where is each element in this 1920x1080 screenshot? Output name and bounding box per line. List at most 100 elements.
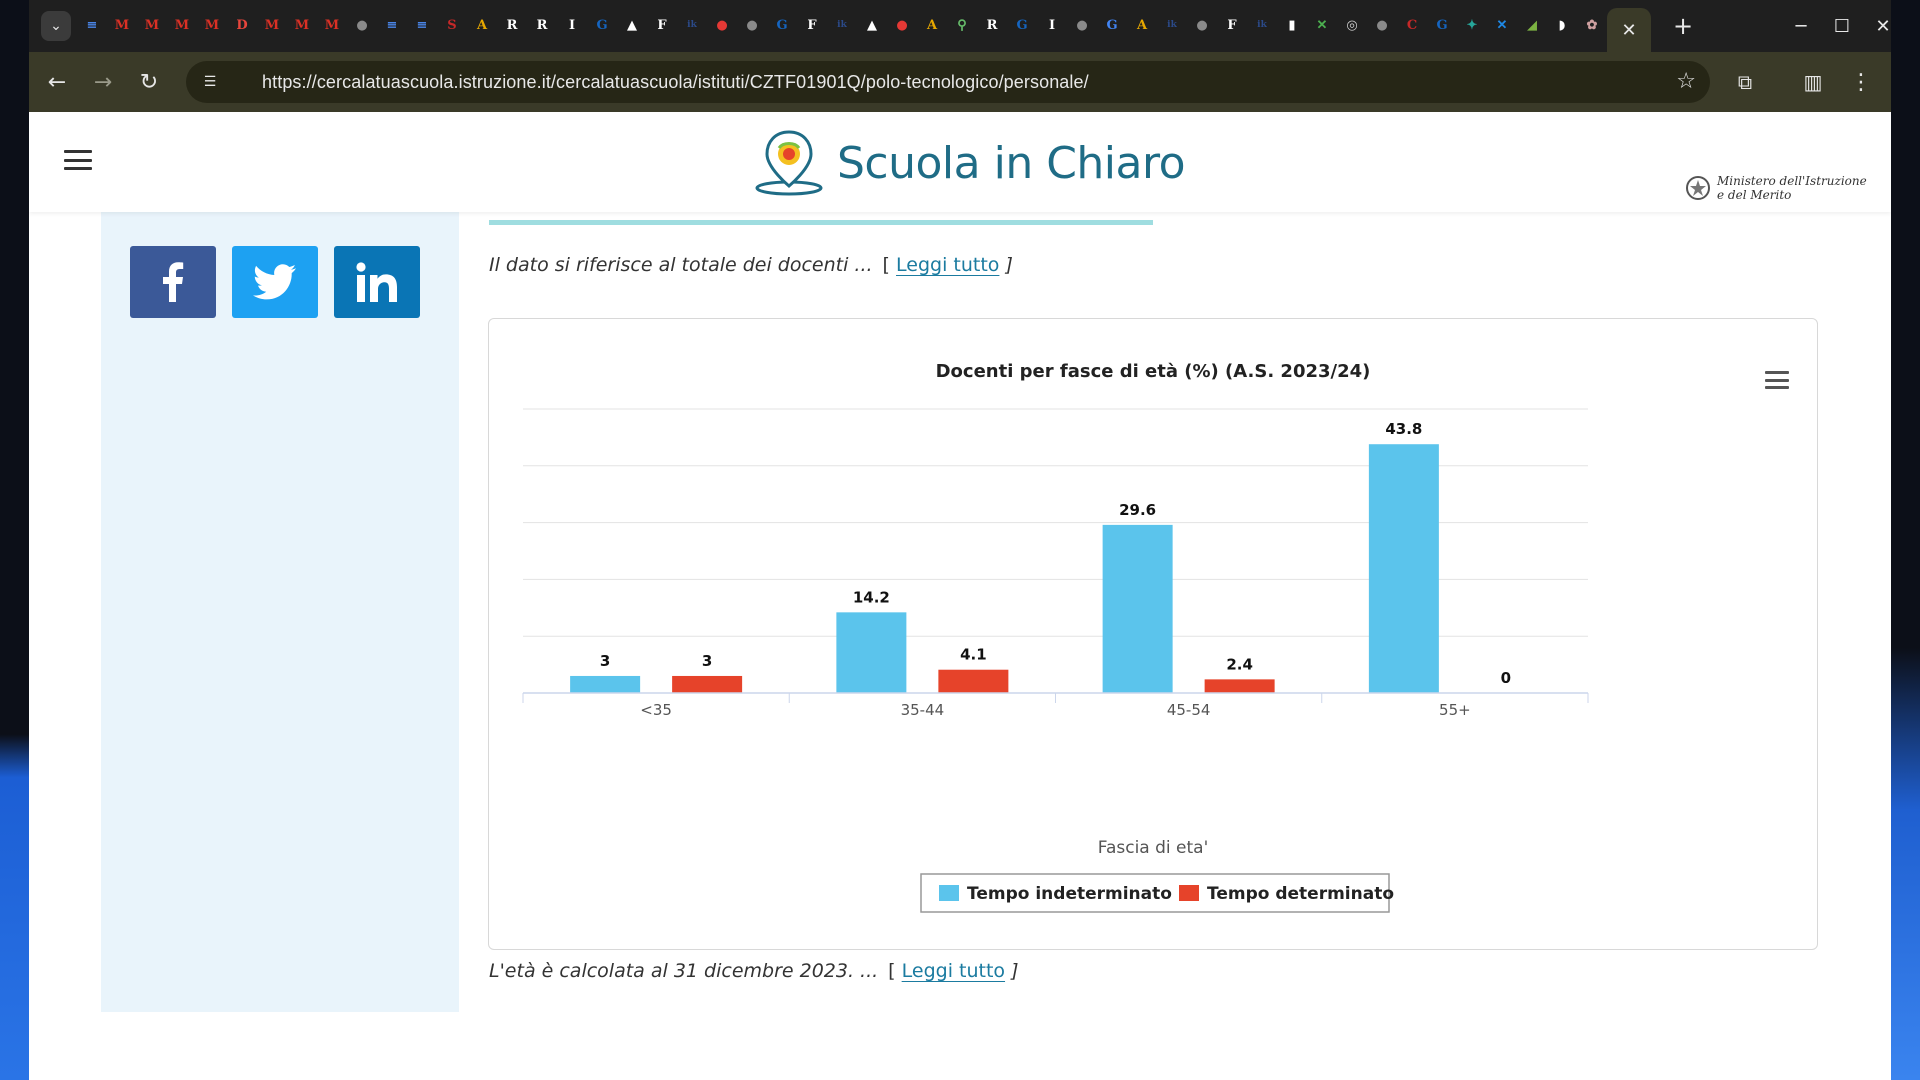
pinned-tab-21[interactable]: ● bbox=[716, 17, 728, 33]
x-tick-label-1: 35-44 bbox=[901, 701, 945, 719]
chart-data-labels: 3 3 14.2 4.1 29.6 2.4 43.8 0 bbox=[600, 420, 1511, 687]
pinned-tab-29[interactable]: ⚲ bbox=[957, 17, 967, 33]
bar-1-0[interactable] bbox=[836, 612, 907, 693]
bar-3-0[interactable] bbox=[1368, 444, 1439, 693]
legend-swatch-0[interactable] bbox=[939, 885, 959, 901]
site-info-icon[interactable]: ☰ bbox=[203, 74, 217, 90]
pinned-tab-14[interactable]: R bbox=[506, 17, 518, 33]
pinned-tab-49[interactable]: ◗ bbox=[1558, 17, 1566, 33]
reload-icon[interactable]: ↻ bbox=[139, 69, 159, 95]
desktop-edge-right bbox=[1891, 0, 1920, 1080]
pinned-tab-40[interactable]: ▮ bbox=[1288, 17, 1296, 33]
x-tick-label-0: <35 bbox=[640, 701, 672, 719]
url-text[interactable]: https://cercalatuascuola.istruzione.it/c… bbox=[262, 72, 1089, 92]
pinned-tab-43[interactable]: ● bbox=[1376, 17, 1388, 33]
site-logo[interactable]: Scuola in Chiaro bbox=[753, 128, 1186, 198]
chart-export-menu-icon[interactable] bbox=[1765, 371, 1789, 389]
pinned-tab-38[interactable]: F bbox=[1227, 17, 1237, 33]
chart-x-axis: <35 35-44 45-54 55+ bbox=[522, 692, 1589, 719]
pinned-tab-45[interactable]: G bbox=[1436, 17, 1448, 33]
tab-search-chevron-icon[interactable]: ⌄ bbox=[41, 11, 71, 41]
pinned-tab-7[interactable]: M bbox=[294, 17, 310, 33]
bar-0-0[interactable] bbox=[570, 675, 641, 693]
data-label-3-1: 0 bbox=[1501, 669, 1511, 687]
pinned-tab-26[interactable]: ▲ bbox=[867, 17, 877, 33]
pinned-tab-39[interactable]: ik bbox=[1257, 20, 1267, 30]
pinned-tab-25[interactable]: ik bbox=[837, 20, 847, 30]
pinned-tab-24[interactable]: F bbox=[807, 17, 817, 33]
active-tab-close-icon[interactable]: ✕ bbox=[1607, 8, 1651, 52]
pinned-tab-2[interactable]: M bbox=[144, 17, 160, 33]
bottom-note: L'età è calcolata al 31 dicembre 2023. .… bbox=[489, 960, 1019, 982]
pinned-tab-20[interactable]: ik bbox=[687, 20, 697, 30]
pinned-tab-42[interactable]: ◎ bbox=[1346, 17, 1358, 33]
pinned-tab-36[interactable]: ik bbox=[1167, 20, 1177, 30]
back-arrow-icon[interactable]: ← bbox=[47, 69, 67, 95]
pinned-tab-46[interactable]: ✦ bbox=[1466, 17, 1478, 33]
pinned-tab-34[interactable]: G bbox=[1106, 17, 1118, 33]
hamburger-menu-icon[interactable] bbox=[64, 150, 92, 170]
bar-0-1[interactable] bbox=[672, 675, 743, 693]
close-window-icon[interactable]: ✕ bbox=[1875, 15, 1891, 37]
read-more-link-bottom[interactable]: Leggi tutto bbox=[901, 960, 1006, 982]
legend-swatch-1[interactable] bbox=[1179, 885, 1199, 901]
new-tab-plus-icon[interactable]: + bbox=[1672, 12, 1694, 40]
maximize-icon[interactable]: ☐ bbox=[1833, 15, 1851, 37]
pinned-tab-22[interactable]: ● bbox=[746, 17, 758, 33]
pinned-tab-31[interactable]: G bbox=[1016, 17, 1028, 33]
pinned-tab-15[interactable]: R bbox=[536, 17, 548, 33]
bar-1-1[interactable] bbox=[938, 669, 1009, 693]
pinned-tab-37[interactable]: ● bbox=[1196, 17, 1208, 33]
pinned-tab-12[interactable]: S bbox=[447, 17, 457, 33]
pinned-tab-9[interactable]: ● bbox=[356, 17, 368, 33]
bookmark-star-icon[interactable]: ☆ bbox=[1676, 69, 1696, 94]
address-bar[interactable]: ☰ https://cercalatuascuola.istruzione.it… bbox=[186, 61, 1710, 103]
pinned-tab-17[interactable]: G bbox=[596, 17, 608, 33]
forward-arrow-icon[interactable]: → bbox=[93, 69, 113, 95]
pinned-tab-16[interactable]: I bbox=[568, 17, 576, 33]
side-panel-icon[interactable]: ▥ bbox=[1803, 70, 1823, 94]
legend-label-1[interactable]: Tempo determinato bbox=[1207, 884, 1394, 904]
pinned-tab-50[interactable]: ✿ bbox=[1586, 17, 1598, 33]
pinned-tab-44[interactable]: C bbox=[1406, 17, 1418, 33]
extensions-puzzle-icon[interactable]: ⧉ bbox=[1737, 70, 1753, 94]
pinned-tab-11[interactable]: ≡ bbox=[416, 17, 428, 33]
pinned-tab-48[interactable]: ◢ bbox=[1527, 17, 1537, 33]
pinned-tab-5[interactable]: D bbox=[236, 17, 248, 33]
bar-2-1[interactable] bbox=[1204, 679, 1275, 693]
pinned-tab-33[interactable]: ● bbox=[1076, 17, 1088, 33]
pinned-tab-41[interactable]: ✕ bbox=[1316, 17, 1328, 33]
pinned-tab-13[interactable]: A bbox=[476, 17, 488, 33]
legend-label-0[interactable]: Tempo indeterminato bbox=[967, 884, 1172, 904]
pinned-tab-6[interactable]: M bbox=[264, 17, 280, 33]
chart-card: Docenti per fasce di età (%) (A.S. 2023/… bbox=[488, 318, 1818, 950]
facebook-share-button[interactable] bbox=[130, 246, 216, 318]
chart-legend: Tempo indeterminato Tempo determinato bbox=[920, 873, 1394, 913]
linkedin-share-button[interactable] bbox=[334, 246, 420, 318]
more-menu-icon[interactable]: ⋮ bbox=[1850, 69, 1872, 95]
data-label-2-1: 2.4 bbox=[1226, 655, 1253, 673]
pinned-tab-23[interactable]: G bbox=[776, 17, 788, 33]
pinned-tab-8[interactable]: M bbox=[324, 17, 340, 33]
pinned-tab-3[interactable]: M bbox=[174, 17, 190, 33]
pinned-tab-18[interactable]: ▲ bbox=[627, 17, 637, 33]
pinned-tab-1[interactable]: M bbox=[114, 17, 130, 33]
pinned-tab-32[interactable]: I bbox=[1048, 17, 1056, 33]
pinned-tab-10[interactable]: ≡ bbox=[386, 17, 398, 33]
data-label-1-0: 14.2 bbox=[853, 588, 890, 606]
minimize-icon[interactable]: ─ bbox=[1795, 15, 1807, 37]
pinned-tab-28[interactable]: A bbox=[926, 17, 938, 33]
bracket-open: [ bbox=[882, 254, 890, 276]
bar-2-0[interactable] bbox=[1102, 524, 1173, 693]
pinned-tab-4[interactable]: M bbox=[204, 17, 220, 33]
pinned-tab-0[interactable]: ≡ bbox=[86, 17, 98, 33]
pinned-tab-47[interactable]: ✕ bbox=[1496, 17, 1508, 33]
pinned-tab-35[interactable]: A bbox=[1136, 17, 1148, 33]
ministry-logo[interactable]: Ministero dell'Istruzione e del Merito bbox=[1685, 174, 1867, 202]
read-more-link-top[interactable]: Leggi tutto bbox=[896, 254, 1000, 276]
twitter-share-button[interactable] bbox=[232, 246, 318, 318]
pinned-tab-19[interactable]: F bbox=[657, 17, 667, 33]
pinned-tab-30[interactable]: R bbox=[986, 17, 998, 33]
pinned-tab-27[interactable]: ● bbox=[896, 17, 908, 33]
